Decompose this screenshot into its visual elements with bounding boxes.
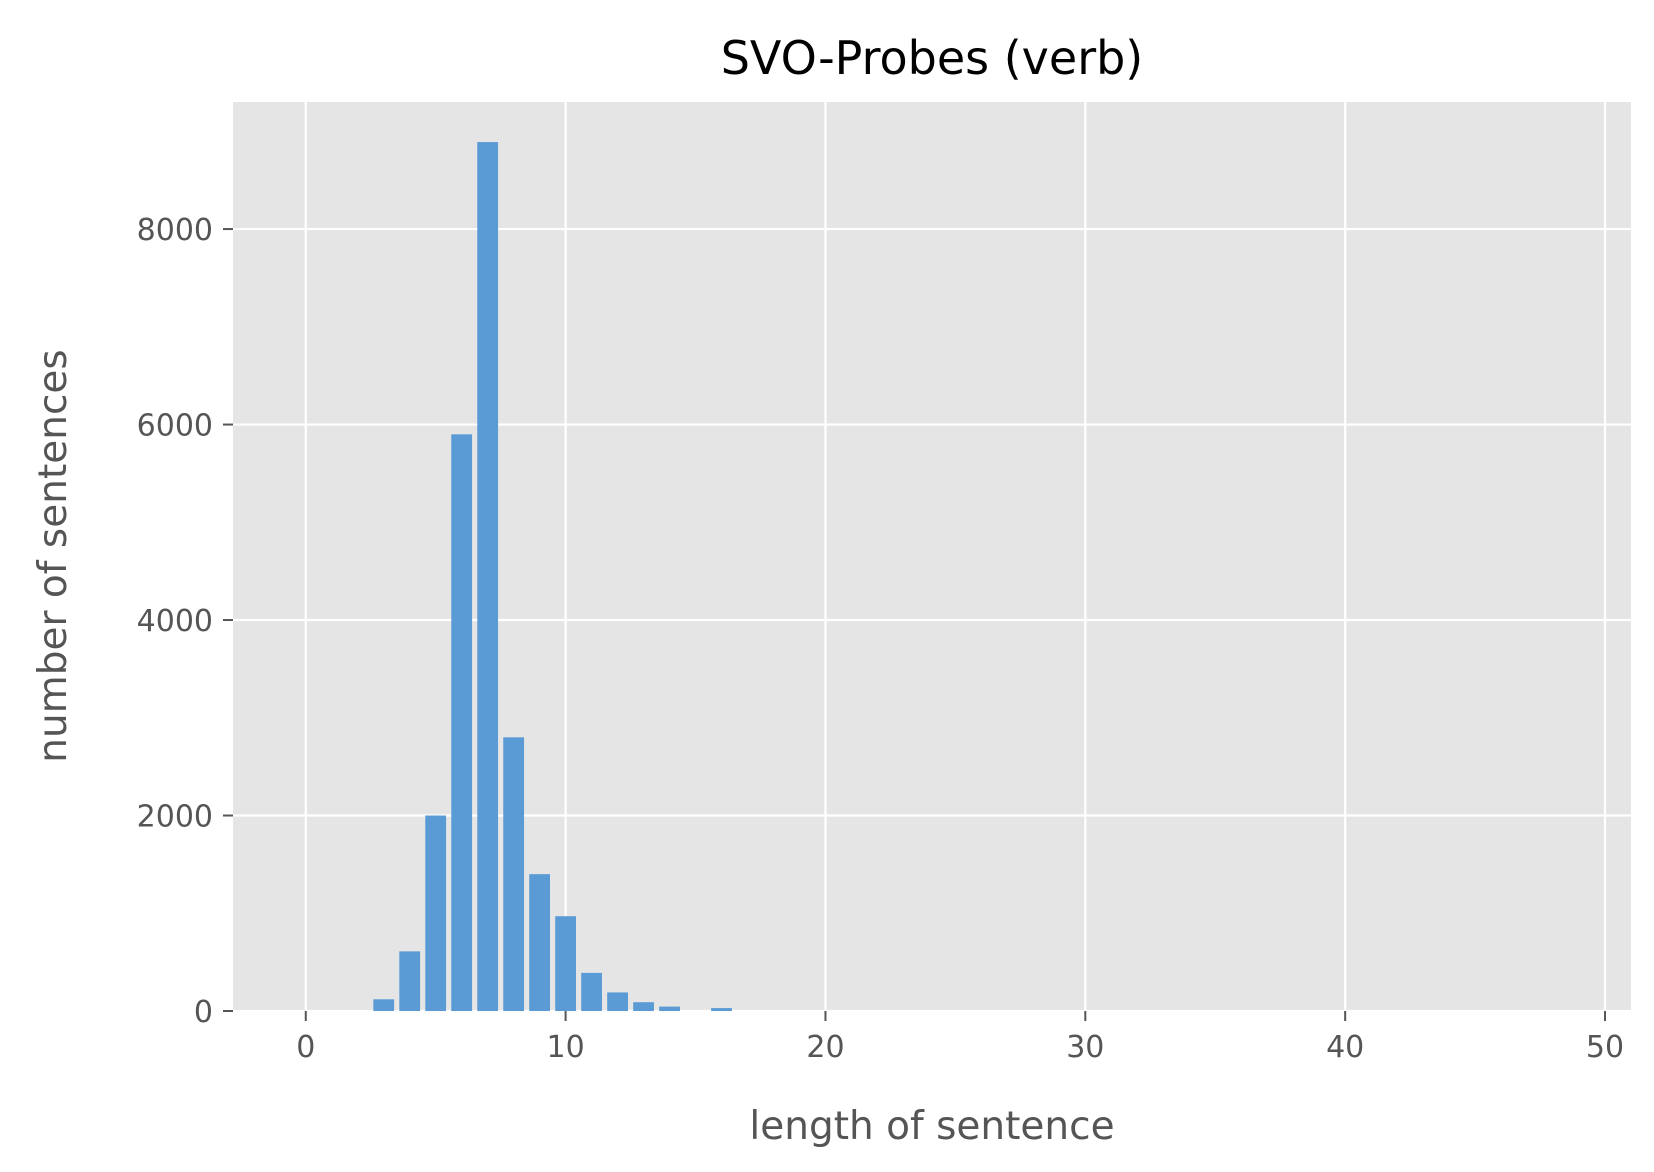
x-tick-label: 30 [1066,1030,1104,1065]
bar [529,874,551,1011]
bar [633,1002,654,1011]
bar [503,737,525,1011]
y-axis-ticks: 0 2000 4000 6000 8000 [137,213,233,1030]
bar [425,815,447,1011]
x-axis-label: length of sentence [749,1104,1114,1149]
bar [451,434,473,1011]
bar [607,992,628,1011]
bar [477,142,499,1011]
bar [555,916,577,1011]
y-tick-label: 0 [194,995,213,1030]
y-tick-label: 6000 [137,409,213,444]
bar [373,999,395,1011]
chart-title: SVO-Probes (verb) [721,31,1144,85]
x-tick-label: 10 [547,1030,585,1065]
bar [711,1008,732,1011]
x-tick-label: 50 [1586,1030,1624,1065]
x-axis-ticks: 0 10 20 30 40 50 [296,1011,1624,1065]
bar [581,972,602,1011]
y-tick-label: 4000 [137,604,213,639]
bars [373,142,732,1011]
y-tick-label: 2000 [137,800,213,835]
x-tick-label: 0 [296,1030,315,1065]
x-tick-label: 20 [806,1030,844,1065]
bar [399,951,421,1011]
bar [659,1006,680,1011]
y-axis-label: number of sentences [31,349,76,762]
x-tick-label: 40 [1326,1030,1364,1065]
y-tick-label: 8000 [137,213,213,248]
